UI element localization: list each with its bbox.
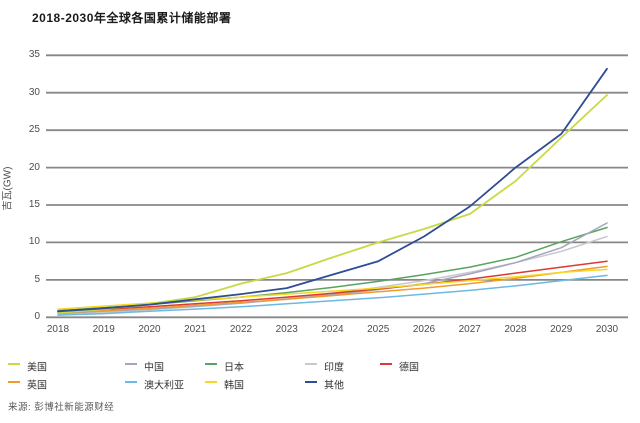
legend-label: 其他 [324,380,344,392]
legend-item-德国: 德国 [380,357,419,373]
legend-swatch-icon [205,363,217,366]
legend-label: 德国 [399,362,419,374]
x-tick-label: 2018 [46,324,70,335]
legend-swatch-icon [205,381,217,384]
legend-swatch-icon [125,363,137,366]
series-line-德国 [57,260,608,313]
legend-item-韩国: 韩国 [205,375,244,391]
y-tick-label: 5 [34,273,40,285]
y-tick-label: 25 [28,124,40,136]
legend-label: 印度 [324,362,344,374]
source-note: 来源: 彭博社新能源财经 [8,402,115,413]
legend-swatch-icon [380,363,392,366]
x-tick-label: 2030 [595,324,619,335]
legend-swatch-icon [8,381,20,384]
series-line-英国 [57,265,608,314]
x-tick-label: 2029 [550,324,573,335]
legend-item-印度: 印度 [305,357,344,373]
legend-item-其他: 其他 [305,375,344,391]
y-tick-label: 15 [28,199,40,210]
series-line-日本 [57,226,608,312]
legend-swatch-icon [8,363,20,366]
y-tick-label: 0 [34,311,40,323]
series-line-中国 [57,222,608,315]
y-tick-label: 20 [28,161,40,173]
legend-swatch-icon [125,381,137,384]
legend-label: 英国 [27,380,47,392]
x-tick-label: 2022 [229,324,253,335]
x-tick-label: 2024 [321,324,344,335]
x-tick-label: 2026 [412,324,436,335]
y-tick-label: 10 [28,236,40,248]
x-tick-label: 2020 [138,324,161,335]
legend-label: 澳大利亚 [144,380,184,392]
legend-label: 韩国 [224,380,244,392]
x-tick-label: 2021 [184,324,207,335]
series-line-澳大利亚 [57,274,608,316]
x-tick-label: 2025 [367,324,390,335]
x-tick-label: 2028 [504,324,527,335]
y-tick-label: 35 [28,49,40,61]
legend-swatch-icon [305,363,317,366]
legend-item-美国: 美国 [8,357,47,373]
chart-title: 2018-2030年全球各国累计储能部署 [32,11,232,25]
legend-swatch-icon [305,381,317,384]
legend-label: 日本 [224,362,244,374]
legend-item-英国: 英国 [8,375,47,391]
x-tick-label: 2019 [92,324,115,335]
legend-item-中国: 中国 [125,357,164,373]
y-tick-label: 30 [28,86,40,98]
legend-item-澳大利亚: 澳大利亚 [125,375,184,391]
x-tick-label: 2023 [275,324,298,335]
legend-label: 美国 [27,362,47,374]
legend-label: 中国 [144,362,164,374]
legend-item-日本: 日本 [205,357,244,373]
series-line-其他 [57,67,608,313]
x-tick-label: 2027 [458,324,481,335]
